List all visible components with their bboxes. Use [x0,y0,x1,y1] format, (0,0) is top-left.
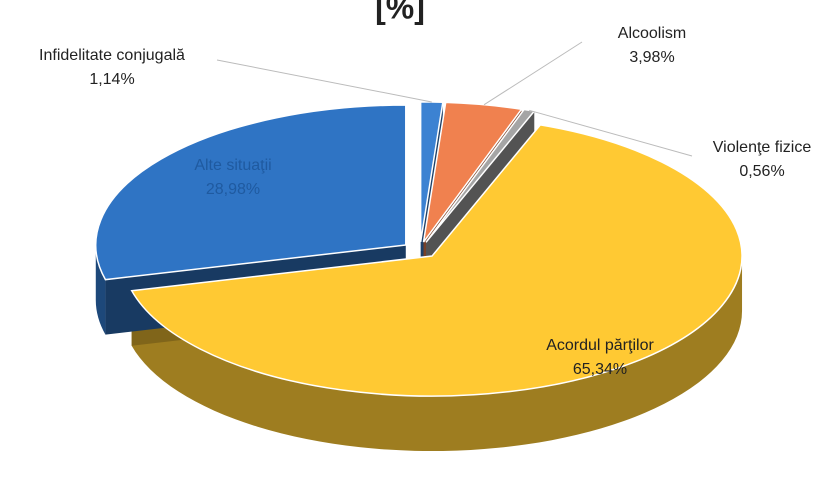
slice-value: 28,98% [206,181,260,198]
slice-label: Alte situaţii [194,157,271,174]
slice-label: Acordul părţilor [546,337,654,354]
slice [130,124,743,397]
leader-line [483,41,583,106]
leader-line [529,109,693,157]
slice-value: 1,14% [89,71,134,88]
slice [422,101,523,243]
slice-side [131,256,743,452]
slice-label: Infidelitate conjugală [39,47,185,64]
slice-value: 0,56% [739,163,784,180]
slice [419,101,444,242]
leader-line [216,59,432,103]
slice-label: Violenţe fizice [713,139,812,156]
slice [425,108,536,243]
slice-label: Alcoolism [618,25,686,42]
slice [95,104,407,281]
slice-value: 3,98% [629,49,674,66]
chart-title: [%] [375,0,425,25]
slice-value: 65,34% [573,361,627,378]
slice-side [95,245,106,335]
